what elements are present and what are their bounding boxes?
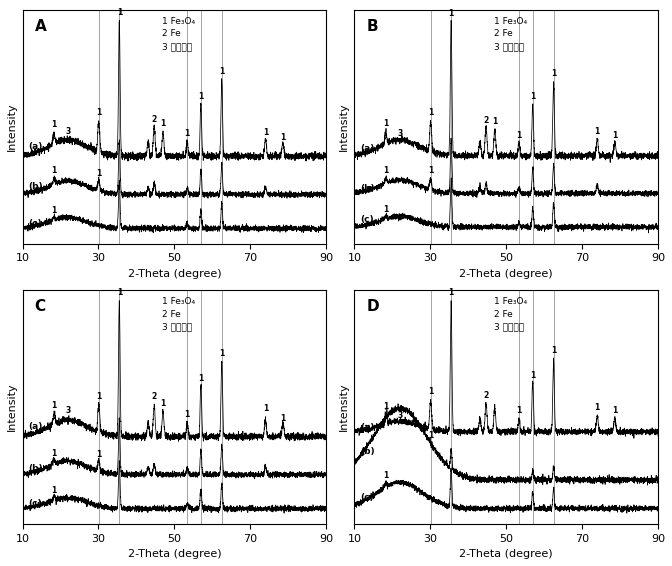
Text: 1: 1: [612, 406, 618, 415]
Text: 1: 1: [280, 414, 286, 423]
Text: (a): (a): [360, 423, 374, 432]
Text: 1: 1: [595, 402, 600, 411]
Text: (b): (b): [360, 447, 375, 456]
Text: (b): (b): [28, 464, 43, 473]
Text: A: A: [35, 19, 46, 34]
Text: C: C: [35, 299, 46, 314]
Text: 1 Fe₃O₄
2 Fe
3 无定型碳: 1 Fe₃O₄ 2 Fe 3 无定型碳: [162, 17, 196, 51]
Text: 1: 1: [448, 9, 454, 18]
Text: 1: 1: [51, 119, 56, 128]
Text: 1: 1: [51, 206, 56, 215]
Text: 3: 3: [397, 130, 403, 139]
Text: 2: 2: [483, 116, 489, 125]
Text: 3: 3: [65, 127, 71, 136]
Text: (b): (b): [28, 182, 43, 191]
Text: 3: 3: [397, 411, 403, 420]
Text: 1: 1: [280, 132, 286, 142]
Text: 1: 1: [428, 431, 433, 440]
Text: 1: 1: [530, 371, 536, 380]
X-axis label: 2-Theta (degree): 2-Theta (degree): [128, 549, 221, 559]
Text: 1: 1: [383, 408, 388, 417]
Text: 1: 1: [448, 289, 454, 297]
Text: (b): (b): [360, 184, 375, 193]
Text: (c): (c): [360, 215, 374, 224]
Text: 1: 1: [383, 470, 388, 479]
Text: 1: 1: [530, 92, 536, 101]
Text: 1: 1: [551, 346, 556, 355]
Text: 1: 1: [96, 169, 101, 178]
Text: 1: 1: [219, 67, 224, 76]
Text: (a): (a): [360, 144, 374, 153]
Text: 1: 1: [161, 399, 165, 408]
Text: 1: 1: [117, 8, 122, 17]
Text: (c): (c): [28, 499, 42, 508]
Text: 1: 1: [96, 392, 101, 401]
Text: 2: 2: [152, 392, 157, 401]
Text: D: D: [366, 299, 379, 314]
Text: 1: 1: [185, 410, 190, 419]
Text: 1: 1: [198, 92, 204, 101]
Text: (c): (c): [360, 493, 374, 502]
Y-axis label: Intensity: Intensity: [339, 383, 349, 431]
Text: 1: 1: [383, 165, 388, 174]
Text: 1: 1: [161, 119, 165, 127]
Y-axis label: Intensity: Intensity: [339, 102, 349, 151]
Text: (c): (c): [28, 218, 42, 228]
Text: 1: 1: [383, 402, 388, 411]
X-axis label: 2-Theta (degree): 2-Theta (degree): [460, 549, 553, 559]
Text: 1: 1: [51, 486, 56, 495]
Text: 1: 1: [428, 166, 433, 175]
Text: 1: 1: [117, 288, 122, 297]
Text: 1: 1: [51, 449, 56, 458]
Text: 2: 2: [152, 114, 157, 123]
Text: 1: 1: [96, 108, 101, 117]
Y-axis label: Intensity: Intensity: [7, 102, 17, 151]
Text: 1: 1: [383, 205, 388, 214]
Text: B: B: [366, 19, 378, 34]
Text: (a): (a): [28, 422, 42, 431]
Text: 1: 1: [198, 374, 204, 383]
Text: 1 Fe₃O₄
2 Fe
3 无定型碳: 1 Fe₃O₄ 2 Fe 3 无定型碳: [494, 297, 527, 331]
Text: 1: 1: [185, 129, 190, 138]
Text: 1 Fe₃O₄
2 Fe
3 无定性碳: 1 Fe₃O₄ 2 Fe 3 无定性碳: [494, 17, 527, 51]
Text: 1: 1: [51, 166, 56, 175]
Text: 1: 1: [219, 349, 224, 358]
X-axis label: 2-Theta (degree): 2-Theta (degree): [128, 269, 221, 279]
Text: 1: 1: [263, 404, 268, 413]
Text: 1: 1: [595, 127, 600, 136]
Text: 1: 1: [428, 387, 433, 396]
Text: 1: 1: [517, 406, 521, 415]
Text: 1: 1: [51, 401, 56, 410]
Text: (a): (a): [28, 142, 42, 151]
Text: 1: 1: [263, 127, 268, 136]
Text: 1: 1: [428, 108, 433, 117]
Text: 1: 1: [383, 119, 388, 128]
X-axis label: 2-Theta (degree): 2-Theta (degree): [460, 269, 553, 279]
Text: 2: 2: [483, 392, 489, 400]
Text: 3: 3: [65, 406, 71, 415]
Text: 1: 1: [612, 131, 618, 140]
Y-axis label: Intensity: Intensity: [7, 383, 17, 431]
Text: 1: 1: [517, 131, 521, 140]
Text: 1: 1: [551, 69, 556, 78]
Text: 1 Fe₃O₄
2 Fe
3 无定型碳: 1 Fe₃O₄ 2 Fe 3 无定型碳: [162, 297, 196, 331]
Text: 1: 1: [96, 450, 101, 459]
Text: 1: 1: [492, 117, 497, 126]
